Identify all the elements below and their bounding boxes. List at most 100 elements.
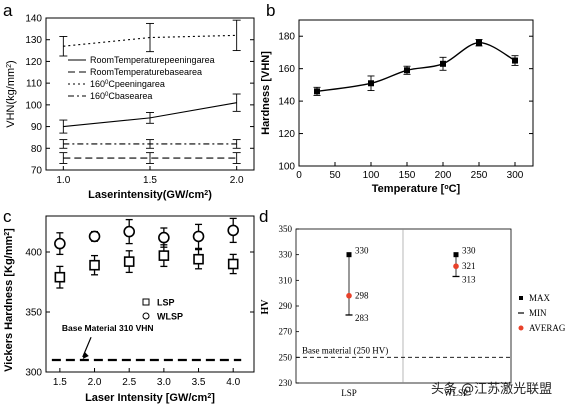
panel-d-ytick-label: 230 (279, 378, 293, 388)
panel-d-avg-label: 298 (355, 291, 369, 301)
panel-c-lsp-marker (54, 271, 66, 283)
panel-d-max-label: 330 (355, 246, 369, 256)
panel-a-ytick-label: 140 (25, 14, 42, 25)
panel-d-ytick-label: 330 (279, 250, 293, 260)
panel-c: c 300 350 400 1.5 2.0 2.5 3.0 3.5 4.0 LSP WLSP B… (3, 207, 255, 404)
panel-a-ytick-label: 130 (25, 35, 42, 46)
panel-d-max-marker (346, 252, 352, 258)
panel-b-ytick-label: 160 (278, 64, 295, 75)
panel-a-ytick-label: 110 (26, 79, 42, 90)
panel-a-ylabel: VHN(kg/mm2) (5, 60, 17, 127)
panel-c-arrow-shaft (82, 336, 92, 358)
panel-a-legend-label: RoomTemperaturepeeningarea (90, 55, 215, 65)
panel-b-ytick-label: 140 (278, 97, 295, 108)
panel-d-ytick-label: 350 (279, 224, 293, 234)
panel-d-legend-swatch-max (519, 296, 523, 300)
panel-a-xlabel: Laserintensity(GW/cm2) (88, 189, 212, 201)
panel-a-ytick-label: 80 (31, 144, 43, 155)
panel-d-ytick-label: 310 (279, 275, 293, 285)
panel-a-legend-label: RoomTemperaturebasearea (90, 67, 202, 77)
panel-d-min-label: 283 (355, 313, 369, 323)
panel-c-frame (45, 215, 255, 373)
panel-c-letter: c (3, 207, 12, 226)
panel-d-xtick-label: LSP (341, 388, 357, 398)
panel-c-lsp-marker (123, 256, 135, 267)
panel-a-xtick-label: 1.5 (143, 175, 157, 186)
panel-a-letter: a (3, 1, 13, 20)
panel-c-xtick-label: 3.5 (192, 377, 206, 388)
panel-a-ytick-label: 90 (31, 122, 43, 133)
panel-b-point (476, 39, 482, 46)
panel-c-legend-swatch (142, 298, 150, 306)
panel-d-letter: d (259, 207, 268, 226)
panel-d-ytick-label: 290 (279, 301, 293, 311)
panel-c-legend-label: WLSP (157, 312, 183, 322)
panel-d-xtick-label: WLSP (444, 388, 468, 398)
panel-b-xtick-label: 50 (329, 170, 341, 181)
panel-b-xtick-label: 250 (471, 170, 488, 181)
panel-d-average-marker (453, 263, 459, 270)
panel-c-wlsp-marker (88, 230, 101, 243)
panel-c-lsp-marker (227, 258, 239, 270)
panel-b-xtick-label: 100 (363, 170, 380, 181)
panel-b-point (368, 80, 374, 87)
panel-b-letter: b (266, 1, 275, 20)
panel-d-max-marker (453, 252, 459, 258)
panel-b-xtick-label: 0 (296, 170, 302, 181)
panel-b-point (512, 57, 518, 64)
panel-c-lsp-marker (158, 250, 170, 261)
panel-c-wlsp-marker (192, 230, 205, 243)
panel-b-ytick-label: 180 (278, 32, 295, 43)
panel-c-legend-label: LSP (157, 298, 175, 308)
panel-c-ytick-label: 400 (25, 248, 42, 259)
panel-d-average-marker (346, 292, 352, 299)
panel-d-ylabel: HV (260, 299, 271, 315)
panel-d-avg-label: 321 (462, 261, 476, 271)
panel-d-legend-label-min: MIN (529, 308, 547, 318)
panel-b-point (440, 60, 446, 67)
panel-a-ytick-label: 70 (31, 166, 43, 177)
panel-b-xtick-label: 200 (435, 170, 452, 181)
panel-b-frame (298, 19, 534, 167)
panel-d-legend-swatch-average (518, 325, 524, 331)
panel-c-xtick-label: 2.5 (122, 377, 136, 388)
panel-c-wlsp-marker (123, 225, 135, 238)
panel-a-ytick-label: 100 (25, 100, 42, 111)
panel-a-xtick-label: 1.0 (56, 175, 70, 186)
watermark-text: 头条 @江苏激光联盟 (431, 381, 552, 397)
panel-a-legend-label: 1600Cbasearea (90, 91, 152, 101)
panel-c-xtick-label: 4.0 (226, 377, 240, 388)
panel-a-xtick-label: 2.0 (230, 175, 244, 186)
panel-b-xlabel: Temperature [oC] (372, 183, 461, 195)
panel-c-xtick-label: 3.0 (157, 377, 171, 388)
panel-c-xlabel: Laser Intensity [GW/cm2] (85, 392, 215, 404)
panel-a: a 70 80 90 100 110 120 130 140 1.0 1.5 2.0 RoomTe… (3, 1, 255, 201)
panel-b-xtick-label: 150 (399, 170, 416, 181)
panel-d-legend-label-max: MAX (529, 293, 551, 303)
panel-c-ylabel: Vickers Hardness [Kg/mm2] (3, 228, 15, 372)
panel-d-min-label: 313 (462, 274, 476, 284)
panel-b-point (404, 67, 410, 74)
panel-c-lsp-marker (193, 253, 204, 265)
panel-c-xtick-label: 2.0 (88, 377, 102, 388)
panel-b-ytick-label: 120 (278, 129, 295, 140)
panel-c-lsp-marker (89, 259, 100, 271)
panel-b-ytick-label: 100 (278, 162, 295, 173)
panel-b-ylabel: Hardness [VHN] (260, 51, 272, 135)
panel-b: b 100 120 140 160 180 0 50 100 150 200 250 300 Tem… (260, 1, 534, 195)
panel-d-legend-label-average: AVERAGE (529, 323, 565, 333)
panel-c-wlsp-marker (158, 231, 170, 244)
panel-d-frame (295, 228, 512, 384)
panel-d-base-material-label: Base material (250 HV) (302, 345, 388, 355)
panel-c-wlsp-marker (227, 224, 239, 237)
panel-d-ytick-label: 250 (279, 352, 293, 362)
panel-c-ytick-label: 300 (25, 368, 42, 379)
panel-d-ytick-label: 270 (279, 327, 293, 337)
panel-c-legend-swatch (142, 312, 150, 320)
panel-a-ytick-label: 120 (25, 57, 42, 68)
panel-b-point (314, 88, 320, 95)
panel-b-xtick-label: 300 (507, 170, 524, 181)
panel-d: d 330 298 283 330 321 313 230 250 270 290 310 330 3… (259, 207, 565, 398)
panel-b-series-curve (316, 42, 516, 93)
